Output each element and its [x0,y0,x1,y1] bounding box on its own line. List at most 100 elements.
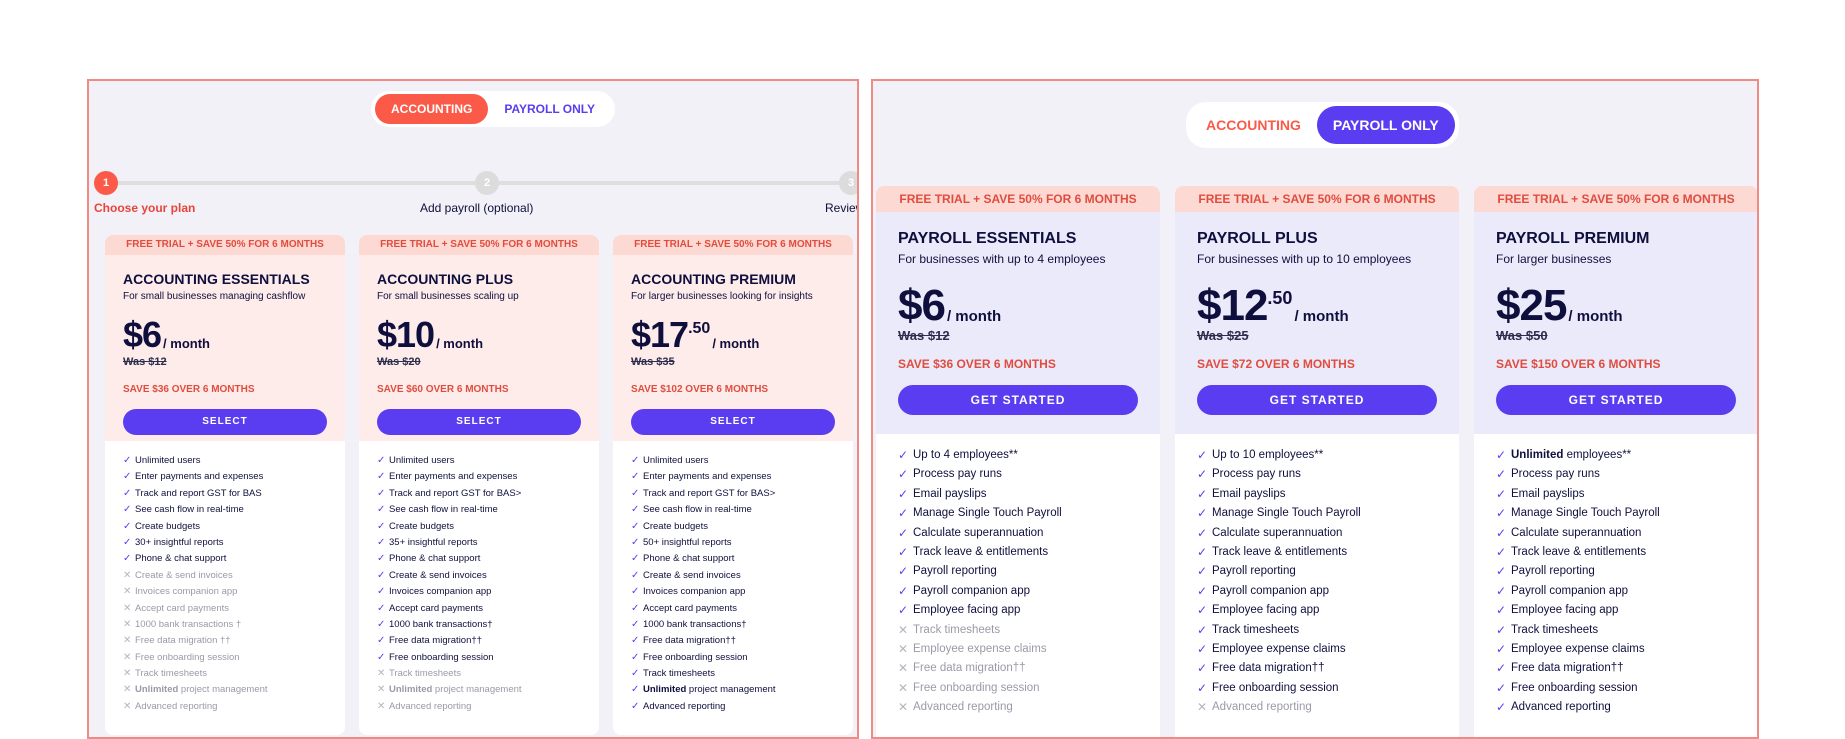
feature-text: Free data migration†† [643,635,736,647]
check-icon: ✓ [1197,661,1208,676]
check-icon: ✓ [1496,448,1507,462]
progress-stepper: 1 Choose your plan 2 Add payroll (option… [89,169,857,219]
select-plan-button[interactable]: SELECT [377,409,581,435]
feature-text: Invoices companion app [643,586,746,598]
plan-price: $12 [1197,281,1268,330]
feature-item: ✕ Track timesheets [123,666,327,682]
price-row: $10/ month [377,316,581,354]
feature-item: ✓ Track and report GST for BAS [123,486,327,502]
feature-item: ✓ Unlimited users [123,453,327,469]
toggle-accounting[interactable]: ACCOUNTING [1206,117,1301,133]
plan-summary: ACCOUNTING PLUS For small businesses scal… [359,255,599,441]
savings-text: SAVE $72 OVER 6 MONTHS [1197,357,1355,371]
feature-text: Accept card payments [135,602,229,614]
plan-card: FREE TRIAL + SAVE 50% FOR 6 MONTHS ACCOUN… [613,235,853,735]
feature-item: ✕ Track timesheets [898,621,1138,640]
original-price: Was $12 [123,356,167,368]
original-price: Was $20 [377,356,421,368]
feature-text: See cash flow in real-time [135,504,244,516]
savings-text: SAVE $36 OVER 6 MONTHS [123,384,255,395]
feature-text: Free onboarding session [1511,681,1638,694]
price-period: / month [946,308,1002,325]
feature-text: Advanced reporting [389,700,472,712]
feature-text: Payroll reporting [1212,565,1296,578]
toggle-payroll-only[interactable]: PAYROLL ONLY [1316,106,1455,144]
feature-item: ✕ Free onboarding session [123,650,327,666]
select-plan-button[interactable]: SELECT [123,409,327,435]
feature-text: Free onboarding session [913,681,1040,694]
feature-item: ✓ Track and report GST for BAS> [377,486,581,502]
price-row: $25/ month [1496,284,1736,328]
check-icon: ✓ [1197,486,1208,501]
feature-text: Free onboarding session [1212,681,1339,694]
check-icon: ✓ [1197,622,1208,637]
feature-text: Track and report GST for BAS> [389,487,522,499]
feature-item: ✓ Unlimited users [631,453,835,469]
savings-text: SAVE $60 OVER 6 MONTHS [377,384,509,395]
promo-banner: FREE TRIAL + SAVE 50% FOR 6 MONTHS [105,235,345,255]
feature-item: ✓ 50+ insightful reports [631,535,835,551]
toggle-accounting[interactable]: ACCOUNTING [375,94,489,124]
plan-description: For larger businesses [1496,252,1612,266]
feature-item: ✓ Free data migration†† [631,633,835,649]
feature-text: Unlimited users [643,455,709,466]
toggle-payroll-only[interactable]: PAYROLL ONLY [504,102,596,116]
select-plan-button[interactable]: GET STARTED [1496,385,1736,415]
feature-text: Calculate superannuation [1212,526,1343,539]
promo-banner: FREE TRIAL + SAVE 50% FOR 6 MONTHS [1175,186,1459,212]
feature-item: ✓ Payroll companion app [1197,582,1437,601]
plan-name: PAYROLL PLUS [1197,230,1318,247]
feature-item: ✓ Accept card payments [631,601,835,617]
feature-item: ✓ 30+ insightful reports [123,535,327,551]
plan-name: PAYROLL ESSENTIALS [898,230,1077,247]
plan-description: For small businesses scaling up [377,291,519,302]
feature-item: ✓ Up to 4 employees** [898,446,1138,465]
feature-item: ✓ Free onboarding session [1197,679,1437,698]
feature-item: ✓ 35+ insightful reports [377,535,581,551]
feature-text: Create & send invoices [135,569,233,581]
original-price: Was $12 [898,328,950,343]
feature-text: Track timesheets [643,668,715,680]
savings-text: SAVE $36 OVER 6 MONTHS [898,357,1056,371]
feature-item: ✕ Invoices companion app [123,584,327,600]
feature-item: ✓ Employee expense claims [1496,640,1736,659]
feature-item: ✕ Unlimited project management [123,682,327,698]
feature-text: Track and report GST for BAS> [643,487,776,499]
check-icon: ✓ [377,553,386,565]
plan-summary: PAYROLL PLUS For businesses with up to 10… [1175,212,1459,434]
select-plan-button[interactable]: GET STARTED [1197,385,1437,415]
select-plan-button[interactable]: GET STARTED [898,385,1138,415]
feature-item: ✓ Phone & chat support [377,551,581,567]
cross-icon: ✕ [898,680,909,695]
feature-item: ✓ Payroll companion app [898,582,1138,601]
select-plan-button[interactable]: SELECT [631,409,835,435]
feature-text: Calculate superannuation [913,526,1044,539]
plan-name: ACCOUNTING PLUS [377,271,514,287]
cross-icon: ✕ [123,602,132,614]
feature-text: Enter payments and expenses [389,471,518,483]
step-2-dot: 2 [475,171,499,195]
feature-item: ✓ Manage Single Touch Payroll [1496,504,1736,523]
feature-item: ✓ Create & send invoices [377,568,581,584]
feature-item: ✓ Free data migration†† [377,633,581,649]
feature-text: Free data migration†† [1212,662,1325,675]
check-icon: ✓ [1197,448,1208,462]
feature-text: Invoices companion app [389,586,492,598]
feature-item: ✓ Track timesheets [1496,621,1736,640]
feature-item: ✓ Create budgets [123,519,327,535]
feature-text: Email payslips [913,487,987,500]
feature-item: ✓ 1000 bank transactions† [377,617,581,633]
feature-item: ✓ Calculate superannuation [898,524,1138,543]
price-row: $6/ month [898,284,1138,328]
check-icon: ✓ [631,553,640,565]
plan-summary: PAYROLL PREMIUM For larger businesses $25/… [1474,212,1757,434]
feature-text: Create budgets [135,520,200,532]
feature-item: ✕ Employee expense claims [898,640,1138,659]
check-icon: ✓ [631,569,640,581]
feature-list: ✓ Unlimited employees** ✓ Process pay runs ✓… [1474,434,1757,717]
check-icon: ✓ [1496,564,1507,579]
check-icon: ✓ [377,635,386,647]
savings-text: SAVE $150 OVER 6 MONTHS [1496,357,1661,371]
check-icon: ✓ [377,586,386,598]
feature-text: Employee facing app [1511,604,1619,617]
